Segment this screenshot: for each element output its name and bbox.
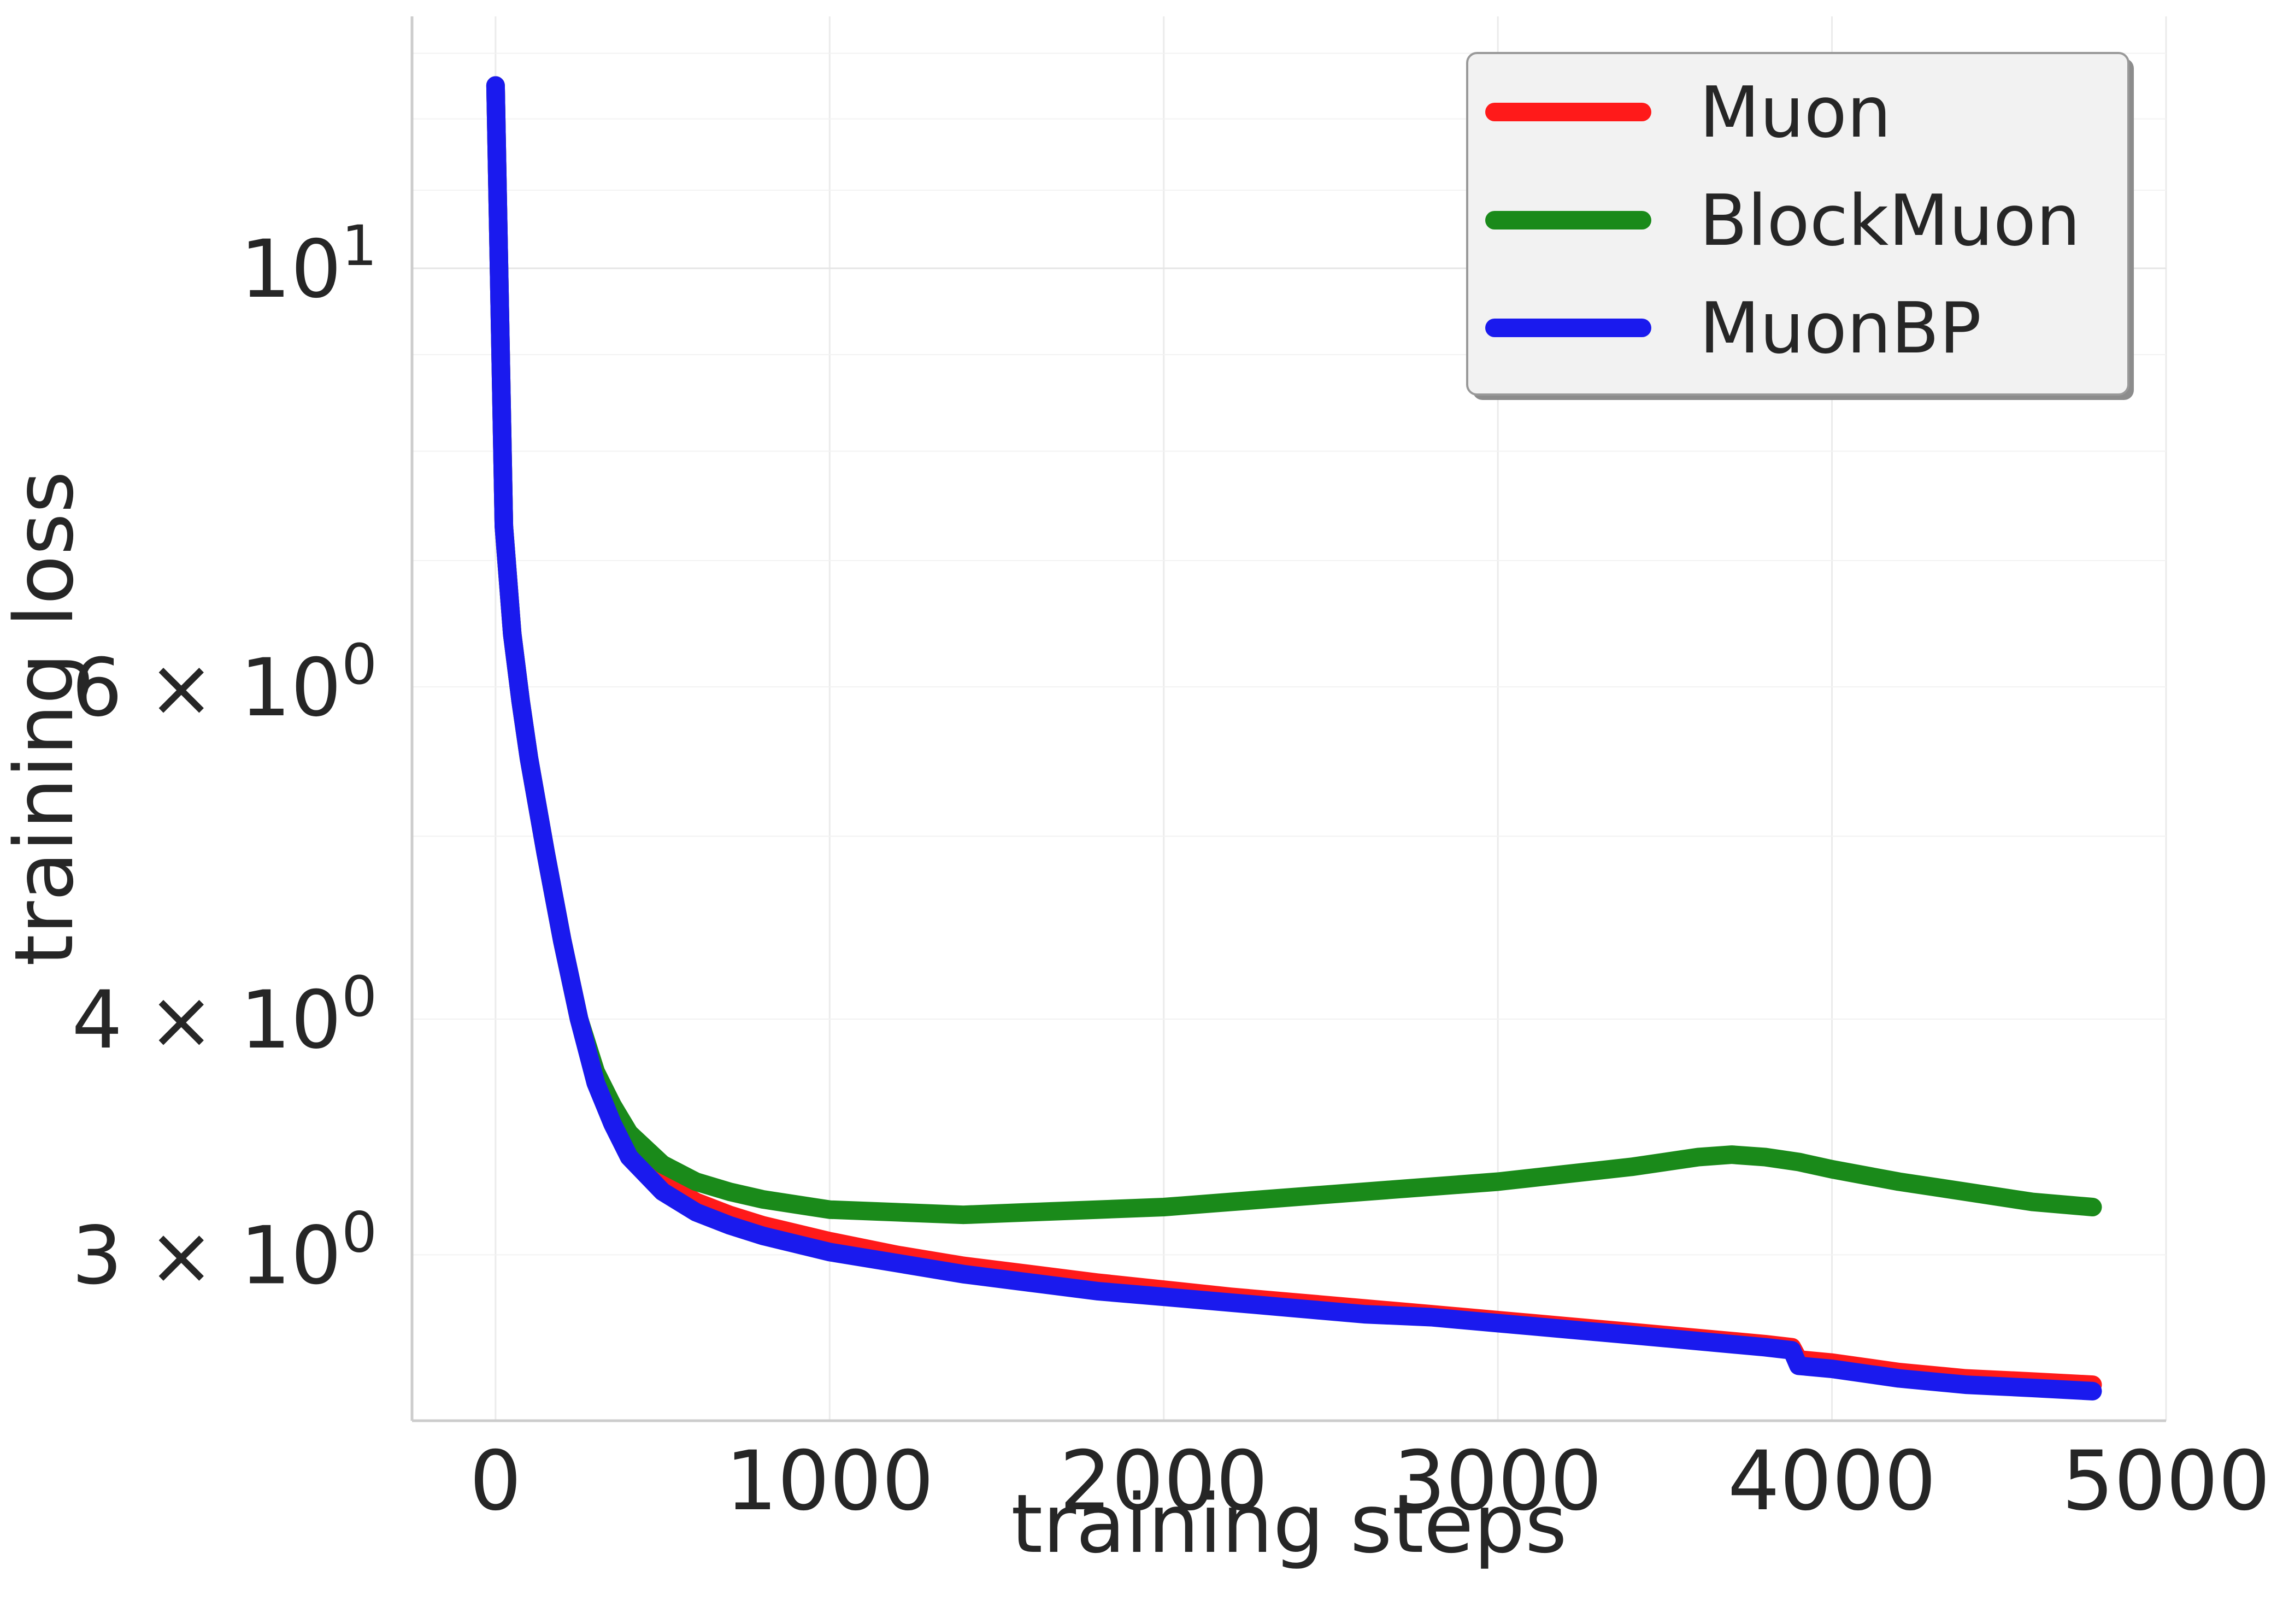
legend-label-muonbp: MuonBP [1699,288,1981,369]
x-axis-title: training steps [1011,1477,1567,1571]
series-line-muonbp [486,76,2102,1401]
legend-label-blockmuon: BlockMuon [1699,180,2080,262]
y-tick-label: 4 × 100 [72,964,377,1067]
x-tick-label: 3000 [1393,1434,1602,1529]
x-tick-labels: 0 1000 2000 3000 4000 5000 [469,1434,2270,1529]
y-tick-labels: 101 6 × 100 4 × 100 3 × 100 [72,214,377,1302]
legend-box [1466,52,2129,396]
x-tick-label: 1000 [725,1434,934,1529]
y-tick-label: 6 × 100 [72,632,377,734]
x-tick-label: 4000 [1728,1434,1937,1529]
y-tick-label: 101 [240,214,377,316]
y-tick-label: 3 × 100 [72,1200,377,1302]
x-tick-label: 0 [469,1434,521,1529]
legend-label-muon: Muon [1699,72,1891,154]
series-lines [486,76,2102,1401]
x-tick-label: 2000 [1060,1434,1268,1529]
y-axis-title: training loss [0,471,91,966]
x-tick-label: 5000 [2062,1434,2270,1529]
axes [410,16,2166,1422]
legend: Muon BlockMuon MuonBP [1466,52,2134,400]
